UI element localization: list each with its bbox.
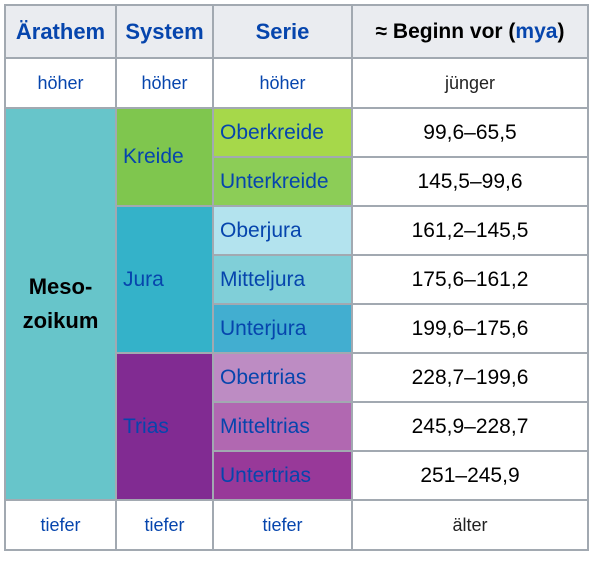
lower-series-link[interactable]: tiefer (212, 499, 353, 551)
table-row: Unterkreide 145,5–99,6 (5, 156, 589, 207)
erathem-line-2: zoikum (22, 308, 99, 333)
series-upper-triassic[interactable]: Obertrias (212, 352, 353, 403)
age-value: 145,5–99,6 (351, 156, 589, 207)
table-row: Untertrias 251–245,9 (5, 450, 589, 501)
table-row: Jura Oberjura 161,2–145,5 (5, 205, 589, 354)
age-value: 228,7–199,6 (351, 352, 589, 403)
older-label: älter (351, 499, 589, 551)
higher-erathem-link[interactable]: höher (4, 57, 117, 109)
header-begin-prefix: ≈ Beginn vor ( (375, 19, 516, 43)
higher-series-link[interactable]: höher (212, 57, 353, 109)
age-value: 251–245,9 (351, 450, 589, 501)
header-begin-suffix: ) (557, 19, 565, 43)
age-value: 161,2–145,5 (351, 205, 589, 256)
higher-row: höher höher höher jünger (4, 57, 589, 109)
table-row: Meso-zoikum Kreide Oberkreide 99,6–65,5 (4, 107, 589, 501)
lower-erathem-link[interactable]: tiefer (4, 499, 117, 551)
system-triassic[interactable]: Trias (115, 352, 214, 501)
lower-row: tiefer tiefer tiefer älter (4, 499, 589, 551)
age-value: 199,6–175,6 (351, 303, 589, 354)
erathem-line-1: Meso- (28, 274, 93, 299)
header-begin: ≈ Beginn vor (mya) (351, 4, 589, 59)
header-row: Ärathem System Serie ≈ Beginn vor (mya) (4, 4, 589, 59)
age-value: 99,6–65,5 (351, 107, 589, 158)
system-jurassic[interactable]: Jura (115, 205, 214, 354)
series-upper-cretaceous[interactable]: Oberkreide (212, 107, 353, 158)
series-middle-jurassic[interactable]: Mitteljura (212, 254, 353, 305)
header-system[interactable]: System (115, 4, 214, 59)
table-row: Mitteljura 175,6–161,2 (5, 254, 589, 305)
younger-label: jünger (351, 57, 589, 109)
age-value: 175,6–161,2 (351, 254, 589, 305)
system-cretaceous[interactable]: Kreide (115, 107, 214, 207)
table-row: Unterjura 199,6–175,6 (5, 303, 589, 354)
table-row: Mitteltrias 245,9–228,7 (5, 401, 589, 452)
header-series[interactable]: Serie (212, 4, 353, 59)
series-lower-cretaceous[interactable]: Unterkreide (212, 156, 353, 207)
series-lower-triassic[interactable]: Untertrias (212, 450, 353, 501)
geologic-time-table: Ärathem System Serie ≈ Beginn vor (mya) … (4, 4, 589, 551)
series-lower-jurassic[interactable]: Unterjura (212, 303, 353, 354)
header-erathem[interactable]: Ärathem (4, 4, 117, 59)
mya-link[interactable]: mya (515, 19, 558, 43)
series-upper-jurassic[interactable]: Oberjura (212, 205, 353, 256)
lower-system-link[interactable]: tiefer (115, 499, 214, 551)
higher-system-link[interactable]: höher (115, 57, 214, 109)
erathem-mesozoic[interactable]: Meso-zoikum (4, 107, 117, 501)
age-value: 245,9–228,7 (351, 401, 589, 452)
series-middle-triassic[interactable]: Mitteltrias (212, 401, 353, 452)
table-row: Trias Obertrias 228,7–199,6 (5, 352, 589, 501)
